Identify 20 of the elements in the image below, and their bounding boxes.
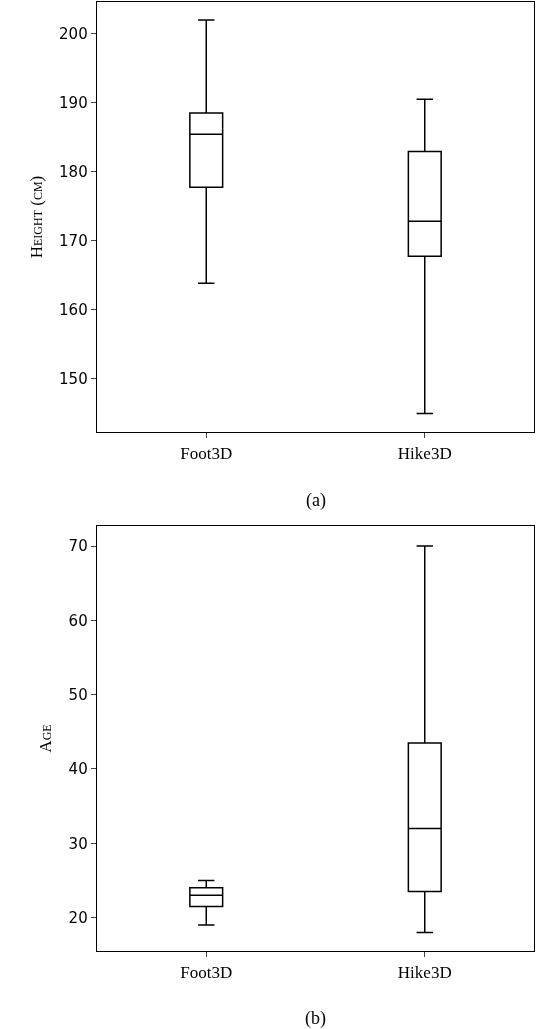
y-tick-label: 150: [59, 369, 88, 388]
text: (b): [305, 1008, 326, 1029]
x-tick-label: Foot3D: [180, 962, 233, 982]
x-tick-label: Foot3D: [180, 443, 233, 463]
y-tick-label: 20: [68, 908, 88, 927]
y-tick-label: 170: [59, 231, 88, 250]
y-tick-label: 190: [59, 93, 88, 112]
y-axis-title: Age: [36, 724, 56, 753]
y-axis-title: Height (cm): [26, 175, 46, 259]
y-tick-label: 180: [59, 162, 88, 181]
y-tick-label: 160: [59, 300, 88, 319]
y-tick-label: 60: [68, 611, 88, 630]
x-tick-label: Hike3D: [397, 443, 452, 463]
y-tick-label: 200: [59, 24, 88, 43]
y-tick-label: 30: [68, 834, 88, 853]
y-tick-label: 70: [68, 537, 88, 556]
y-tick-label: 50: [68, 685, 88, 704]
y-tick-label: 40: [68, 760, 88, 779]
text: (a): [306, 490, 326, 511]
x-tick-label: Hike3D: [397, 962, 452, 982]
